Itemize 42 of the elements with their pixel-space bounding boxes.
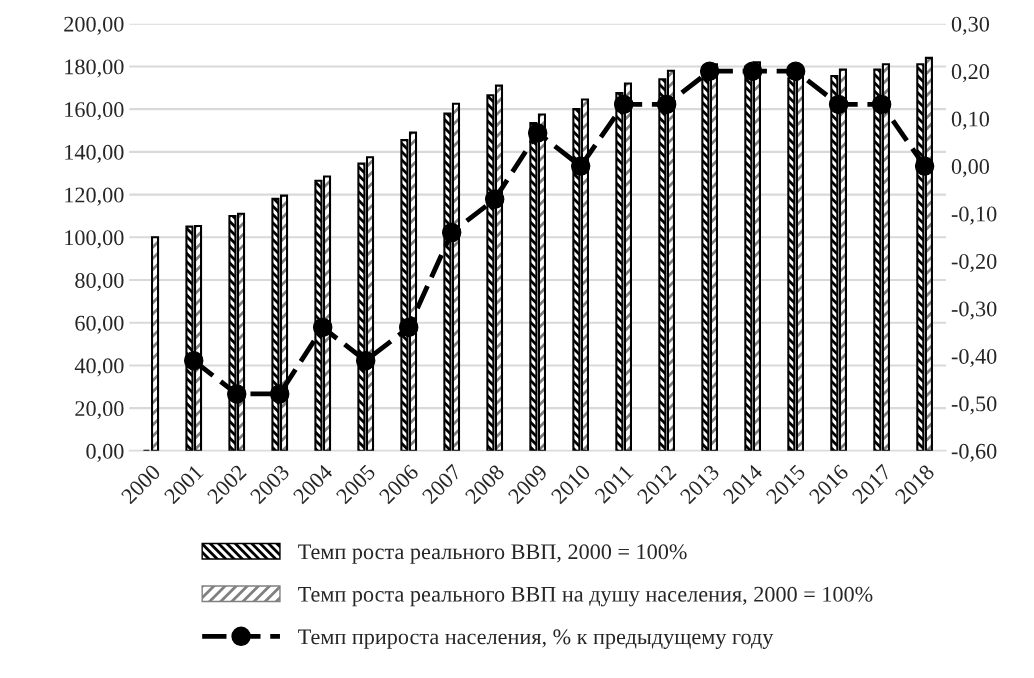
point bbox=[227, 384, 247, 404]
point bbox=[312, 317, 333, 338]
point bbox=[613, 94, 634, 115]
point bbox=[785, 61, 806, 81]
point bbox=[871, 94, 892, 115]
point bbox=[570, 156, 591, 176]
point bbox=[656, 94, 677, 115]
legend-label: Темп роста реального ВВП, 2000 = 100% bbox=[298, 544, 687, 564]
y-tick-label: 80,00 bbox=[75, 272, 124, 292]
point bbox=[828, 94, 849, 115]
y-tick-label: 60,00 bbox=[75, 315, 124, 334]
y-tick-label: 140,00 bbox=[65, 144, 124, 163]
y-tick-label: 180,00 bbox=[65, 59, 124, 78]
y2-tick-label: -0,20 bbox=[951, 253, 997, 273]
point bbox=[914, 156, 935, 176]
y2-tick-label: -0,60 bbox=[951, 443, 997, 462]
point bbox=[355, 350, 376, 371]
y-tick-label: 100,00 bbox=[65, 230, 124, 249]
y-tick-label: 160,00 bbox=[65, 102, 124, 121]
y2-tick-label: -0,40 bbox=[951, 348, 997, 368]
y2-tick-label: -0,30 bbox=[951, 301, 997, 320]
y-tick-label: 0,00 bbox=[86, 443, 124, 462]
point bbox=[441, 222, 462, 243]
y2-tick-label: 0,30 bbox=[951, 16, 990, 35]
legend-label: Темп прироста населения, % к предыдущему году bbox=[298, 629, 774, 649]
legend-label: Темп роста реального ВВП на душу населения, 2000 = 100% bbox=[298, 586, 873, 607]
point bbox=[398, 317, 419, 338]
point bbox=[742, 61, 763, 81]
y2-tick-label: 0,20 bbox=[951, 64, 990, 83]
y-tick-label: 200,00 bbox=[64, 16, 124, 35]
y2-tick-label: -0,50 bbox=[951, 396, 997, 415]
point bbox=[699, 61, 720, 81]
point bbox=[527, 123, 548, 143]
y-tick-label: 40,00 bbox=[74, 358, 124, 377]
y2-tick-label: -0,10 bbox=[951, 206, 997, 225]
y-tick-label: 20,00 bbox=[75, 401, 124, 420]
point bbox=[484, 189, 505, 210]
y2-tick-label: 0,10 bbox=[951, 111, 990, 130]
point bbox=[184, 350, 204, 371]
y-tick-label: 120,00 bbox=[65, 187, 124, 206]
y2-tick-label: 0,00 bbox=[951, 159, 990, 178]
point bbox=[270, 384, 290, 404]
